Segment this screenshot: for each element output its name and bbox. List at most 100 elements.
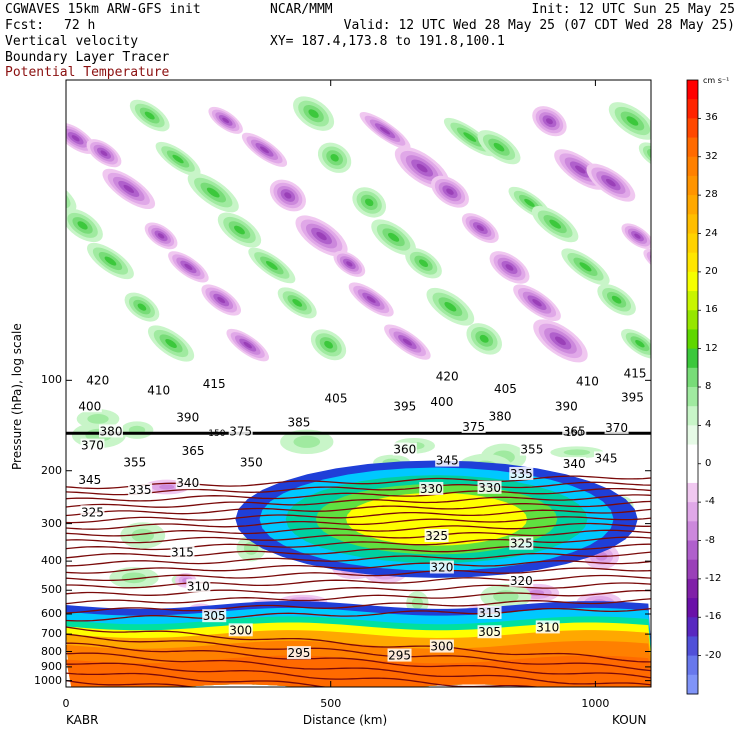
theta-label-bg — [562, 457, 587, 471]
velocity-cell — [159, 484, 175, 490]
velocity-cell — [17, 153, 30, 165]
theta-label-bg — [509, 536, 534, 550]
theta-label-bg — [477, 625, 502, 639]
theta-label: 300 — [430, 640, 453, 654]
theta-contour — [66, 551, 651, 567]
theta-label-bg — [429, 560, 454, 574]
theta-label: 315 — [478, 606, 501, 620]
colorbar-label: 16 — [705, 304, 718, 316]
theta-label: 295 — [287, 646, 310, 660]
theta-label: 355 — [123, 456, 146, 470]
theta-label-bg — [509, 573, 534, 587]
theta-label-bg — [228, 623, 253, 637]
colorbar-label: -4 — [705, 496, 715, 508]
theta-label: 380 — [489, 410, 512, 424]
theta-label: 300 — [229, 623, 252, 637]
theta-label: 390 — [176, 411, 199, 425]
theta-label-bg — [575, 374, 600, 388]
velocity-cell — [549, 219, 561, 229]
theta-label-bg — [488, 409, 513, 423]
velocity-cell — [38, 182, 67, 207]
y-tick-label: 600 — [41, 607, 62, 620]
velocity-cell — [87, 414, 109, 424]
velocity-cell — [379, 126, 391, 135]
velocity-cell — [234, 225, 245, 235]
velocity-cell — [446, 188, 454, 195]
theta-label: 415 — [203, 377, 226, 391]
velocity-cell — [418, 259, 429, 268]
velocity-cell — [734, 256, 740, 267]
theta-label-bg — [202, 609, 227, 623]
theta-label-bg — [519, 442, 544, 456]
axis-ticks — [65, 80, 651, 687]
velocity-cell — [635, 340, 645, 348]
colorbar-label: 8 — [705, 381, 712, 392]
theta-contour — [66, 516, 651, 530]
velocity-cell — [0, 118, 10, 158]
theta-label: 355 — [520, 443, 543, 457]
velocity-cell — [243, 341, 252, 349]
velocity-cell — [131, 528, 154, 543]
colorbar-swatch — [687, 175, 698, 196]
velocity-cell — [330, 154, 339, 162]
velocity-cell — [45, 188, 60, 201]
theta-label-bg — [535, 620, 560, 634]
colorbar-swatch — [687, 482, 698, 503]
theta-label: 340 — [176, 476, 199, 490]
velocity-cell — [217, 296, 226, 304]
theta-label-bg — [562, 424, 587, 438]
theta-label: 295 — [388, 649, 411, 663]
velocity-cell — [411, 597, 423, 609]
theta-label: 395 — [393, 399, 416, 413]
velocity-cell — [157, 233, 165, 239]
velocity-cell — [222, 117, 230, 124]
velocity-cell — [4, 142, 43, 177]
colorbar-swatch — [687, 502, 698, 522]
theta-label-bg — [392, 442, 417, 456]
colorbar-swatch — [687, 271, 698, 292]
theta-contour — [66, 522, 651, 537]
theta-contour — [66, 662, 541, 687]
theta-label: 375 — [462, 420, 485, 434]
theta-label: 325 — [425, 529, 448, 543]
y-tick-label: 800 — [41, 644, 62, 658]
velocity-cell — [100, 150, 108, 157]
y-tick-label: 1000 — [34, 673, 62, 687]
theta-label-bg — [554, 399, 579, 413]
velocity-cell — [123, 184, 135, 193]
colorbar-swatch — [687, 463, 698, 484]
tropopause-label: 150 — [566, 429, 583, 439]
velocity-cell — [77, 221, 88, 230]
colorbar-swatch — [687, 291, 698, 311]
velocity-cell — [416, 163, 428, 173]
theta-label-bg — [594, 451, 618, 465]
model-title: CGWAVES 15km ARW-GFS init — [5, 2, 201, 17]
velocity-cell — [11, 147, 37, 170]
theta-label: 315 — [171, 546, 194, 560]
theta-label-bg — [461, 419, 486, 433]
velocity-cell — [172, 154, 184, 164]
theta-contour — [66, 487, 651, 502]
theta-label: 390 — [555, 399, 578, 413]
colorbar-swatch — [687, 118, 698, 139]
theta-label-bg — [429, 639, 454, 653]
theta-contour — [66, 536, 651, 551]
tropopause-label: 150 — [208, 429, 225, 439]
colorbar-label: -20 — [705, 649, 722, 661]
theta-label: 320 — [510, 574, 533, 588]
theta-label-bg — [429, 394, 454, 408]
theta-label: 400 — [78, 399, 101, 413]
y-tick-label: 400 — [41, 554, 62, 568]
theta-contour — [66, 607, 651, 622]
x-tick-label: 500 — [320, 697, 342, 710]
y-tick-label: 100 — [41, 373, 62, 387]
theta-contour — [66, 500, 651, 517]
theta-label-bg — [80, 505, 105, 519]
velocity-cell — [626, 116, 639, 126]
velocity-cell — [476, 225, 485, 232]
colorbar-label: -8 — [705, 534, 715, 546]
theta-label-bg — [286, 646, 311, 660]
theta-contour — [66, 626, 651, 663]
theta-label-bg — [175, 476, 200, 490]
